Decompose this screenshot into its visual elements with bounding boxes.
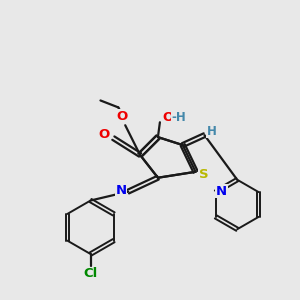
Text: O: O xyxy=(162,111,173,124)
Text: N: N xyxy=(116,184,127,197)
Text: Cl: Cl xyxy=(83,267,98,280)
Text: H: H xyxy=(206,125,216,138)
Text: N: N xyxy=(216,184,227,198)
Text: O: O xyxy=(99,128,110,141)
Text: S: S xyxy=(199,168,208,181)
Text: O: O xyxy=(117,110,128,123)
Text: -H: -H xyxy=(171,111,186,124)
